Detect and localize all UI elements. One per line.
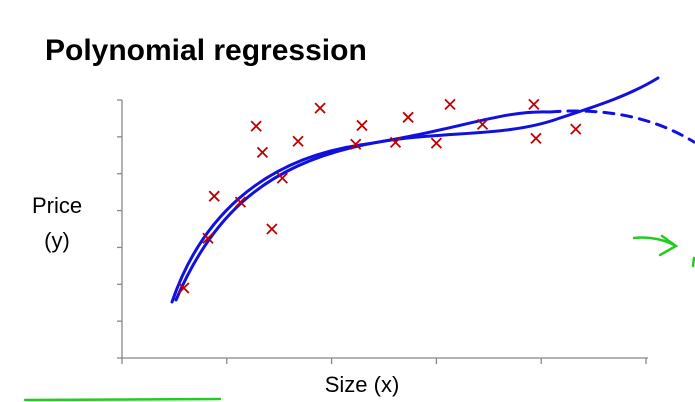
- data-point: [430, 137, 443, 149]
- cross-stroke: [208, 190, 220, 202]
- chart-title: Polynomial regression: [45, 34, 367, 67]
- data-point: [178, 282, 190, 294]
- cross-stroke: [528, 98, 540, 111]
- cross-stroke: [314, 102, 326, 114]
- cross-stroke: [234, 196, 247, 208]
- data-point: [266, 223, 278, 235]
- data-point: [444, 98, 456, 111]
- y-axis-label: Price: [32, 193, 82, 218]
- green-underline: [23, 397, 222, 402]
- cross-stroke: [256, 146, 269, 158]
- cross-stroke: [250, 120, 262, 132]
- data-point: [476, 118, 489, 130]
- cross-stroke: [402, 111, 414, 123]
- cross-stroke: [178, 282, 190, 294]
- cross-stroke: [202, 232, 214, 244]
- quadratic-extension: [548, 109, 695, 144]
- data-point: [402, 111, 414, 123]
- hand-drawn-fits: [170, 76, 695, 304]
- data-point: [202, 232, 214, 244]
- data-point: [570, 123, 582, 135]
- cross-stroke: [292, 135, 304, 147]
- data-point: [350, 138, 362, 150]
- green-mark: [691, 256, 695, 268]
- cross-stroke: [444, 98, 456, 111]
- data-point: [250, 120, 262, 132]
- data-point: [256, 146, 269, 158]
- data-point: [276, 172, 288, 184]
- data-point: [314, 102, 326, 114]
- data-point: [292, 135, 304, 147]
- cross-stroke: [389, 136, 402, 149]
- data-point: [528, 98, 540, 111]
- data-point: [389, 136, 402, 149]
- data-point: [208, 190, 220, 202]
- x-axis-label: Size (x): [325, 372, 400, 397]
- y-axis-label: (y): [44, 228, 70, 253]
- cross-stroke: [266, 223, 278, 235]
- cross-stroke: [430, 137, 443, 149]
- cross-stroke: [570, 123, 582, 135]
- data-point: [530, 132, 542, 144]
- cross-stroke: [476, 118, 489, 130]
- cross-stroke: [356, 119, 368, 132]
- cross-stroke: [276, 172, 288, 184]
- cross-stroke: [530, 132, 542, 144]
- cross-stroke: [350, 138, 362, 150]
- quadratic-fit: [170, 110, 552, 304]
- data-point: [356, 119, 368, 132]
- annotations: [23, 234, 695, 402]
- green-arrow: [632, 234, 679, 257]
- cubic-fit: [174, 76, 660, 302]
- data-point: [234, 196, 247, 208]
